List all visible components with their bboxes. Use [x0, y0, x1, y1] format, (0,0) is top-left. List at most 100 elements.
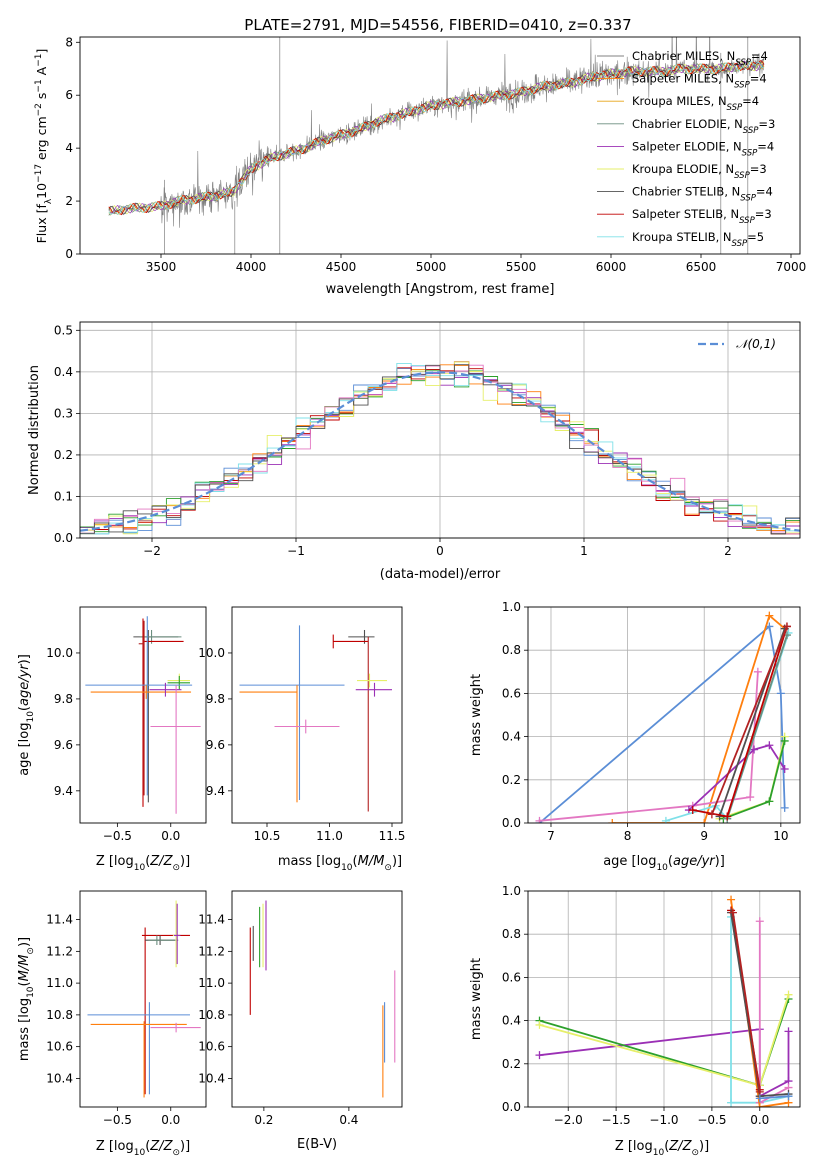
axes-frame: [231, 890, 403, 1108]
plot-area: [535, 611, 793, 823]
axes-frame: [231, 606, 403, 824]
y-tick-label: 8: [65, 35, 73, 49]
x-tick-label: 0.0: [161, 829, 180, 843]
panel-mass-vs-ebv: 0.2 0.4 10.4 10.6 10.8 11.0 11.2 11.4 E(B-V): [198, 890, 403, 1152]
y-tick-label: 10.6: [46, 1040, 73, 1054]
data-point: [780, 765, 789, 773]
x-tick-label: 2: [724, 544, 732, 558]
series-line: [688, 744, 786, 811]
panel-age-vs-Z: −0.5 0.0 9.4 9.6 9.8 10.0 Z [log10(Z/Z⊙)] age […: [17, 606, 207, 873]
data-point: [784, 1092, 793, 1101]
data-point: [707, 810, 716, 819]
x-tick-label: 6000: [596, 260, 627, 274]
x-tick-label: 5500: [506, 260, 537, 274]
x-tick-label: 11.0: [316, 829, 343, 843]
data-point: [776, 689, 785, 698]
x-tick-label: −2: [143, 544, 161, 558]
y-axis-label: Flux [fλ10−17 erg cm−2 s−1 A−1]: [34, 49, 54, 244]
y-tick-label: 0.8: [502, 643, 521, 657]
y-tick-label: 0.0: [54, 531, 73, 545]
panel-weight-vs-Z: −2.0 −1.5 −1.0 −0.5 0.0 0.0 0.2 0.4 0.6 0.8 1.0 Z […: [469, 884, 801, 1158]
y-tick-label: 6: [65, 88, 73, 102]
y-axis-label: mass [log10(M/M⊙)]: [17, 937, 36, 1061]
x-tick-label: 4000: [236, 260, 267, 274]
histogram-series: [80, 361, 800, 535]
y-tick-label: 10.0: [46, 646, 73, 660]
y-tick-label: 11.2: [46, 944, 73, 958]
x-axis-label: wavelength [Angstrom, rest frame]: [326, 282, 555, 297]
y-tick-label: 11.0: [198, 976, 225, 990]
data-point: [765, 611, 774, 620]
x-tick-label: 1: [580, 544, 588, 558]
panel-age-vs-mass: 10.5 11.0 11.5 9.4 9.6 9.8 10.0 mass [log10(M/M…: [198, 606, 405, 873]
x-axis-label: mass [log10(M/M⊙)]: [278, 854, 402, 873]
plot-area: [239, 625, 392, 812]
x-tick-label: 5000: [416, 260, 447, 274]
y-axis-label: Normed distribution: [27, 365, 42, 495]
data-point: [535, 1051, 544, 1060]
y-tick-label: 9.4: [206, 784, 225, 798]
legend-entry: Kroupa STELIB, NSSP=5: [632, 230, 764, 249]
x-tick-label: −1.5: [602, 1113, 631, 1127]
y-tick-label: 10.0: [198, 646, 225, 660]
y-tick-label: 0.4: [502, 730, 521, 744]
series-line: [759, 1095, 789, 1100]
x-tick-label: −1: [287, 544, 305, 558]
data-point: [765, 797, 774, 806]
axes-frame: [527, 890, 801, 1108]
model-line: [108, 60, 765, 216]
x-tick-label: 4500: [326, 260, 357, 274]
x-axis-label: Z [log10(Z/Z⊙)]: [96, 854, 190, 873]
x-tick-label: 10: [773, 829, 788, 843]
model-line: [108, 61, 765, 216]
y-tick-label: 0.4: [502, 1014, 521, 1028]
data-point: [750, 745, 759, 754]
y-tick-label: 11.4: [198, 913, 225, 927]
y-tick-label: 9.8: [54, 692, 73, 706]
y-tick-label: 0.1: [54, 489, 73, 503]
data-point: [715, 812, 724, 821]
panel-residuals: −2 −1 0 1 2 0.0 0.1 0.2 0.3 0.4 0.5 𝒩(0,1) (data-mod…: [27, 321, 801, 582]
y-tick-label: 10.4: [198, 1071, 225, 1085]
plot-area: [535, 895, 793, 1107]
data-point: [661, 816, 670, 823]
axes-frame: [527, 606, 801, 824]
model-line: [108, 61, 765, 215]
legend: Chabrier MILES, NSSP=4 Salpeter MILES, NS…: [597, 49, 775, 249]
x-tick-label: −2.0: [554, 1113, 583, 1127]
model-line: [108, 58, 765, 215]
y-tick-label: 10.6: [198, 1040, 225, 1054]
data-point: [780, 803, 789, 812]
data-point: [784, 1027, 793, 1036]
panel-mass-vs-Z: −0.5 0.0 10.4 10.6 10.8 11.0 11.2 11.4 Z [log10(…: [17, 890, 207, 1158]
legend-entry: Chabrier ELODIE, NSSP=3: [632, 117, 775, 136]
y-tick-label: 1.0: [502, 600, 521, 614]
data-point: [535, 816, 544, 823]
y-tick-label: 10.4: [46, 1071, 73, 1085]
y-tick-label: 0.4: [54, 365, 73, 379]
plot-area: [249, 900, 396, 1098]
series-line: [711, 626, 788, 815]
y-tick-label: 4: [65, 141, 73, 155]
y-tick-label: 1.0: [502, 884, 521, 898]
x-axis-label: E(B-V): [297, 1137, 337, 1152]
y-tick-label: 0.5: [54, 323, 73, 337]
x-axis-label: Z [log10(Z/Z⊙)]: [96, 1139, 190, 1158]
legend-entry: Chabrier MILES, NSSP=4: [632, 49, 768, 68]
x-tick-label: −1.0: [649, 1113, 678, 1127]
series-line: [612, 614, 786, 823]
y-tick-label: 0.2: [502, 773, 521, 787]
data-point: [727, 1098, 736, 1107]
x-tick-label: 10.5: [254, 829, 281, 843]
x-tick-label: 0.0: [161, 1113, 180, 1127]
y-tick-label: 0.6: [502, 686, 521, 700]
data-point: [723, 812, 732, 821]
legend-entry: Salpeter STELIB, NSSP=3: [632, 207, 772, 226]
x-tick-label: 0.4: [339, 1113, 358, 1127]
data-point: [728, 908, 737, 917]
axes-frame: [79, 890, 207, 1108]
axes-frame: [79, 606, 207, 824]
series-line: [730, 916, 789, 1104]
x-axis-label: (data-model)/error: [380, 567, 501, 582]
data-point: [753, 667, 762, 676]
